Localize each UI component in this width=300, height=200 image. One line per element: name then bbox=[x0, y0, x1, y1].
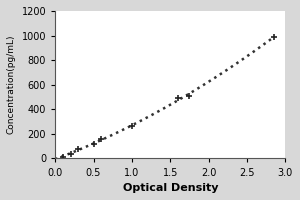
X-axis label: Optical Density: Optical Density bbox=[122, 183, 218, 193]
Y-axis label: Concentration(pg/mL): Concentration(pg/mL) bbox=[7, 35, 16, 134]
